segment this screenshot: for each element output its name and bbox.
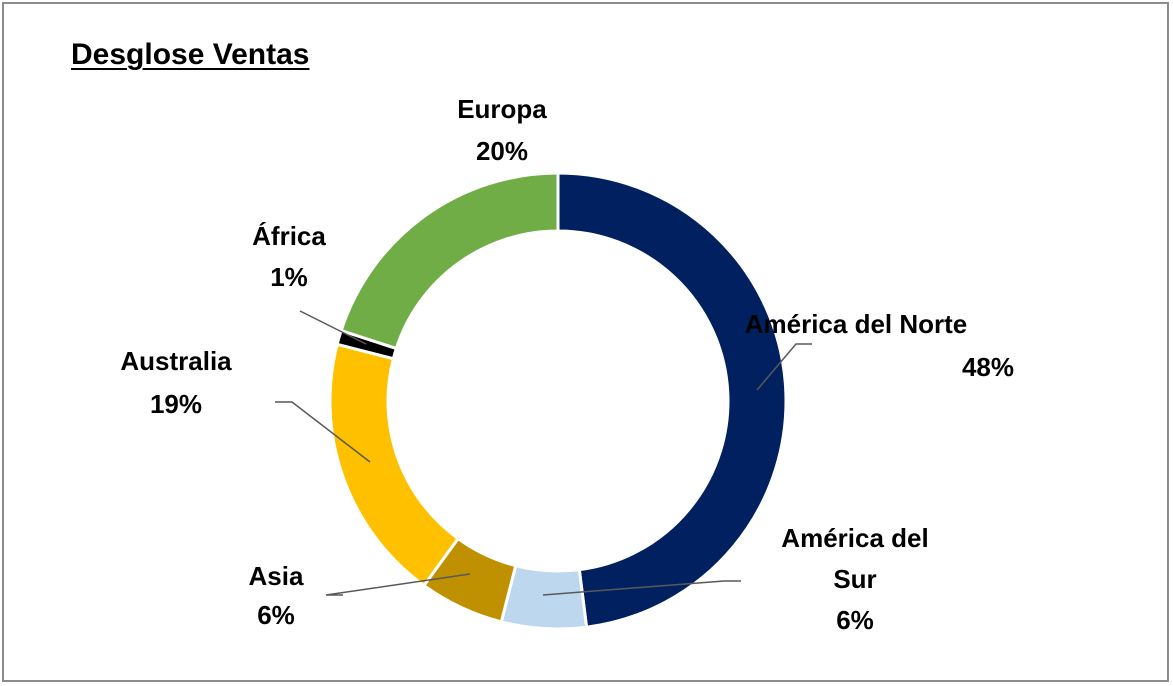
leader-line-america-del-norte (756, 343, 812, 391)
slice-europa (339, 171, 560, 351)
leader-line-america-del-sur (542, 580, 741, 596)
value-label-america-del-norte: 48% (962, 352, 1014, 382)
leader-line-africa (299, 310, 367, 345)
slice-australia (328, 342, 461, 588)
value-label-america-del-sur: 6% (836, 605, 874, 635)
value-label-asia: 6% (257, 600, 295, 630)
category-label-america-del-sur-1: América del (781, 523, 928, 553)
leader-lines (275, 310, 812, 596)
value-label-europa: 20% (476, 136, 528, 166)
category-label-africa: África (252, 221, 326, 251)
category-label-asia: Asia (249, 561, 304, 591)
category-label-america-del-norte: América del Norte (745, 309, 968, 339)
leader-line-australia (275, 401, 371, 463)
data-labels: América del Norte 48% América del Sur 6% Asia… (120, 94, 1014, 635)
value-label-africa: 1% (270, 262, 308, 292)
category-label-america-del-sur-2: Sur (833, 564, 876, 594)
category-label-australia: Australia (120, 346, 232, 376)
leader-line-asia (325, 573, 471, 596)
category-label-europa: Europa (457, 94, 547, 124)
chart-title: Desglose Ventas (71, 38, 310, 71)
slice-america-del-norte (556, 171, 788, 629)
value-label-australia: 19% (150, 389, 202, 419)
donut-slices (328, 171, 788, 631)
